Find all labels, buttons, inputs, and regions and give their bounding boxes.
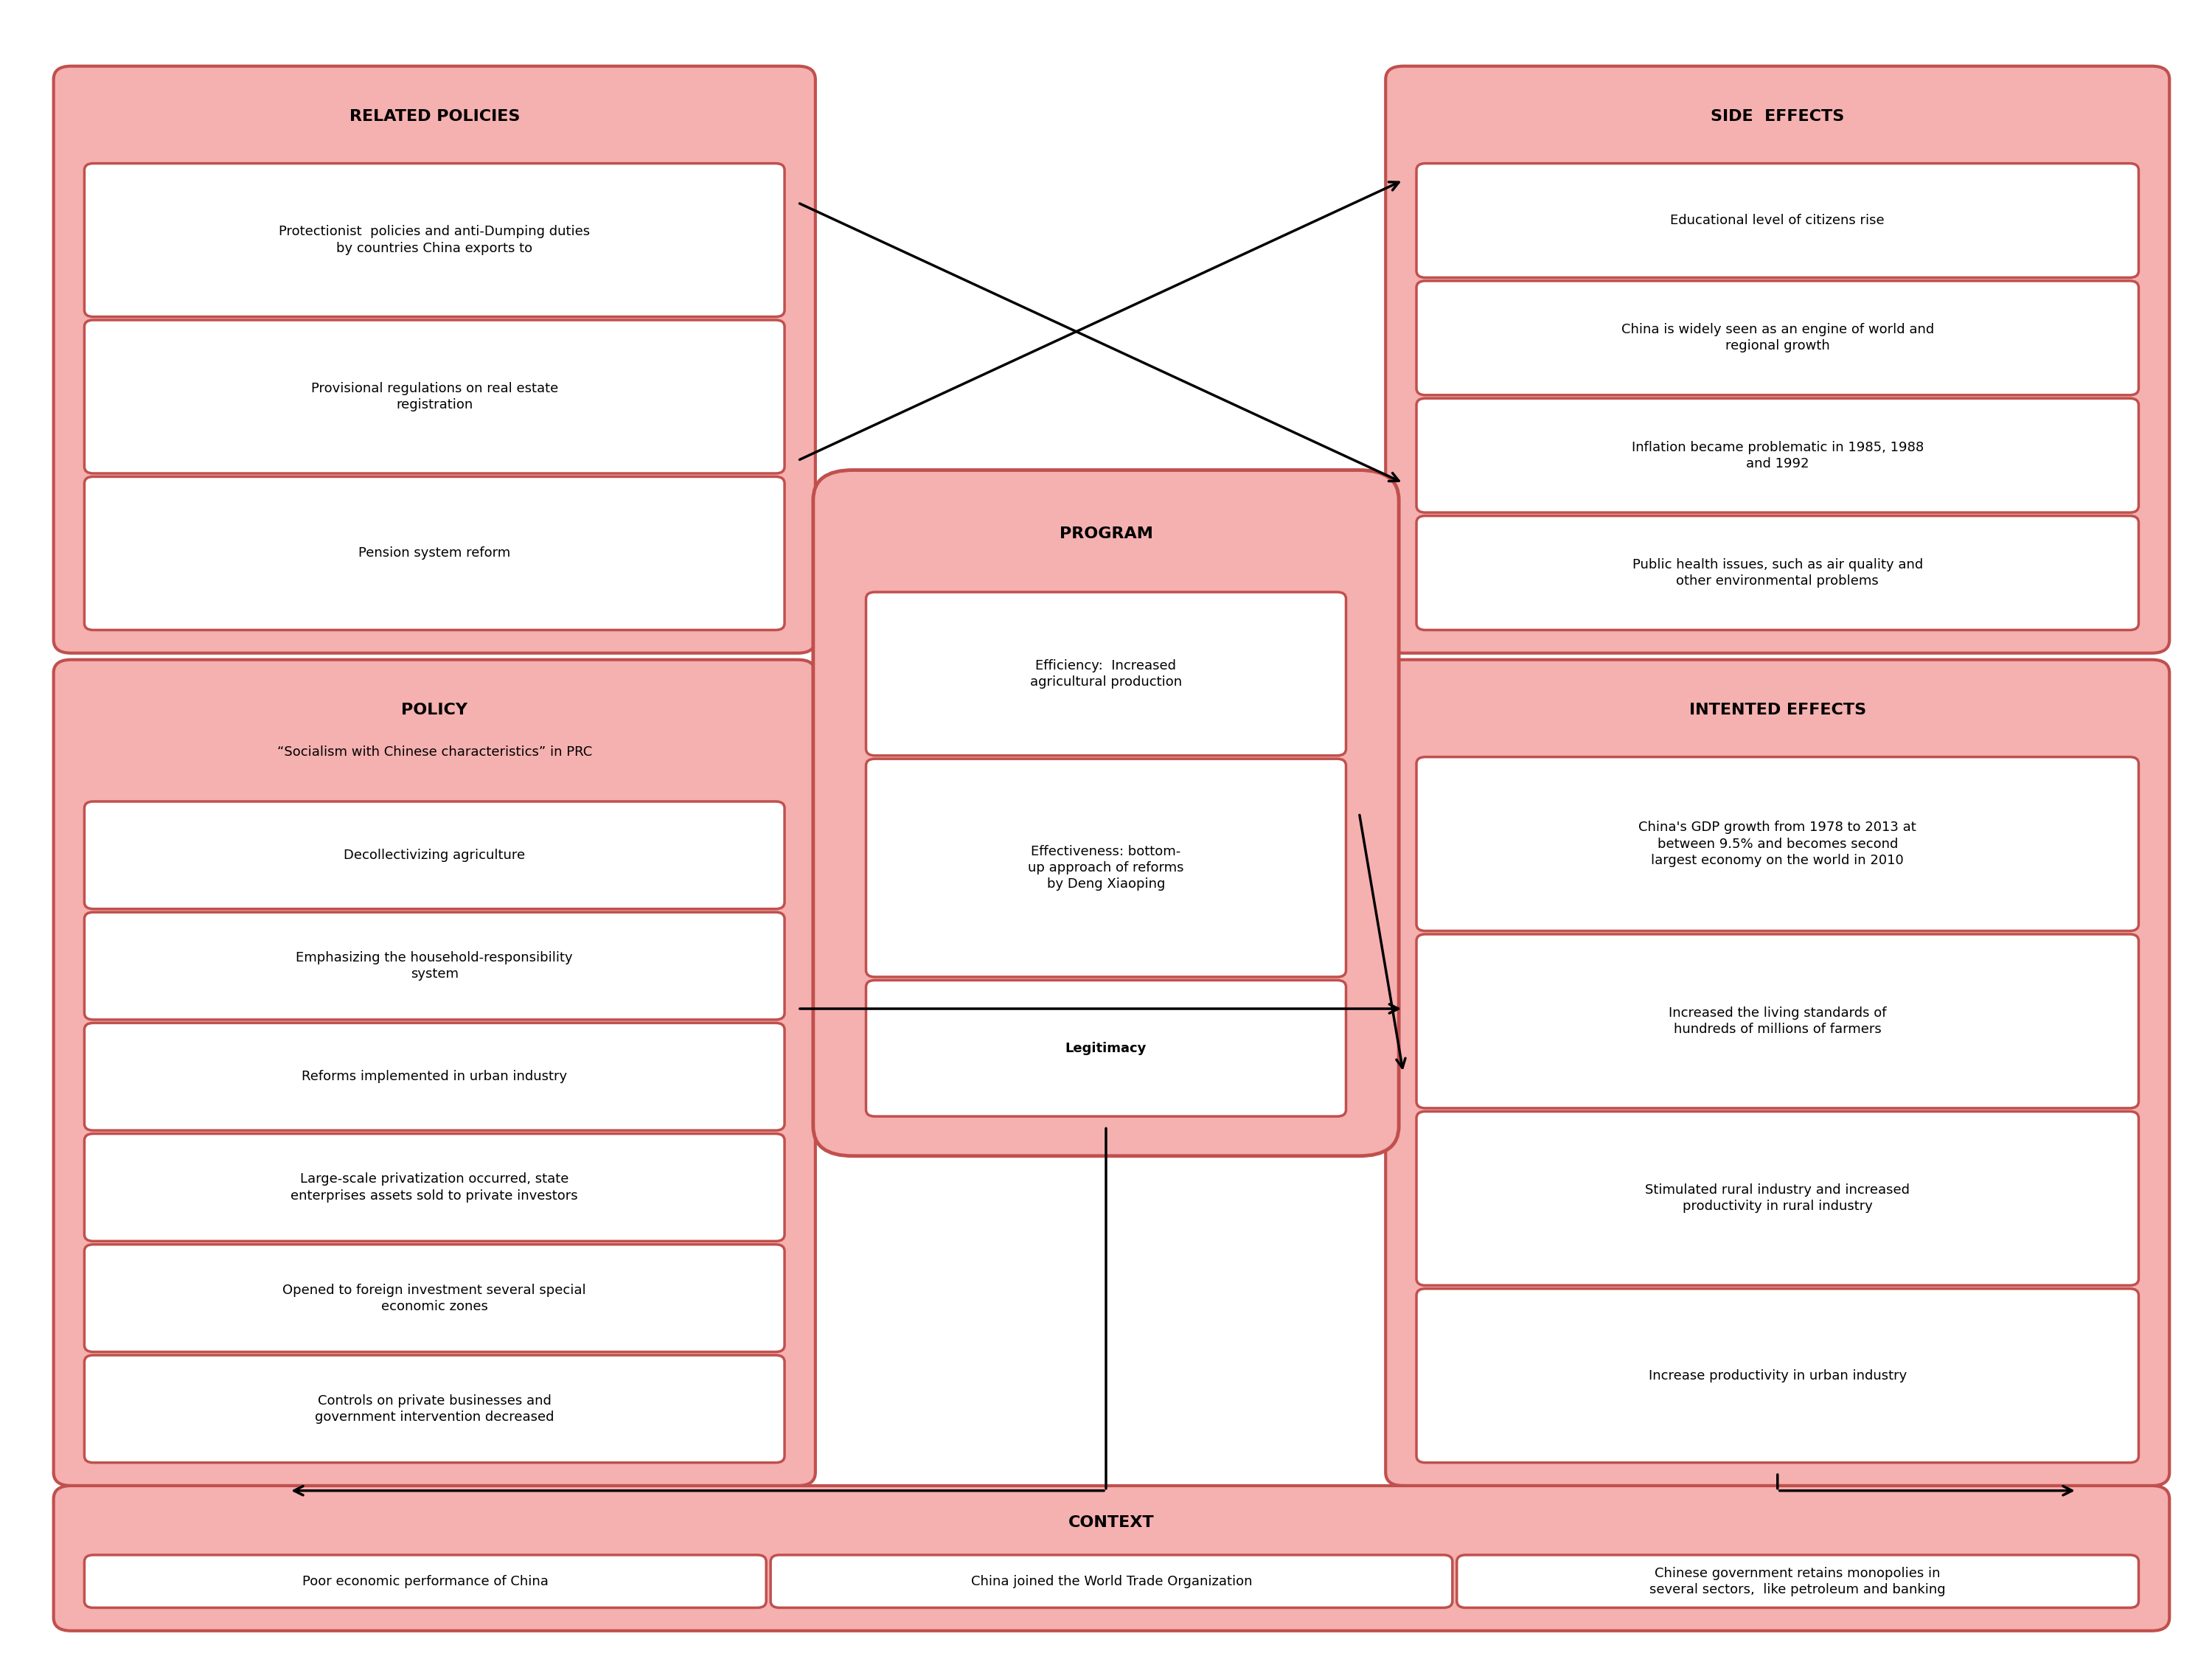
FancyBboxPatch shape [84,1355,785,1463]
FancyBboxPatch shape [1385,660,2170,1486]
Text: Educational level of citizens rise: Educational level of citizens rise [1670,214,1885,227]
Text: Emphasizing the household-responsibility
system: Emphasizing the household-responsibility… [296,951,573,980]
Text: Inflation became problematic in 1985, 1988
and 1992: Inflation became problematic in 1985, 19… [1632,441,1924,469]
Text: China joined the World Trade Organization: China joined the World Trade Organizatio… [971,1574,1252,1588]
FancyBboxPatch shape [53,660,816,1486]
FancyBboxPatch shape [1385,66,2170,654]
Text: INTENTED EFFECTS: INTENTED EFFECTS [1690,702,1867,717]
Text: CONTEXT: CONTEXT [1068,1515,1155,1530]
FancyBboxPatch shape [84,320,785,473]
Text: Decollectivizing agriculture: Decollectivizing agriculture [343,848,524,861]
FancyBboxPatch shape [1458,1554,2139,1608]
FancyBboxPatch shape [1416,398,2139,513]
Text: POLICY: POLICY [400,702,467,717]
Text: Poor economic performance of China: Poor economic performance of China [303,1574,549,1588]
Text: SIDE  EFFECTS: SIDE EFFECTS [1710,109,1845,124]
FancyBboxPatch shape [1416,934,2139,1108]
Text: Pension system reform: Pension system reform [358,547,511,561]
FancyBboxPatch shape [1416,280,2139,395]
Text: Legitimacy: Legitimacy [1066,1042,1146,1055]
Text: Chinese government retains monopolies in
several sectors,  like petroleum and ba: Chinese government retains monopolies in… [1650,1566,1947,1596]
FancyBboxPatch shape [84,801,785,909]
Text: Opened to foreign investment several special
economic zones: Opened to foreign investment several spe… [283,1284,586,1312]
FancyBboxPatch shape [1416,757,2139,931]
FancyBboxPatch shape [84,1554,765,1608]
Text: Increased the living standards of
hundreds of millions of farmers: Increased the living standards of hundre… [1668,1007,1887,1035]
FancyBboxPatch shape [84,163,785,317]
FancyBboxPatch shape [53,66,816,654]
FancyBboxPatch shape [1416,516,2139,630]
Text: China's GDP growth from 1978 to 2013 at
between 9.5% and becomes second
largest : China's GDP growth from 1978 to 2013 at … [1639,821,1916,868]
Text: Public health issues, such as air quality and
other environmental problems: Public health issues, such as air qualit… [1632,557,1922,587]
FancyBboxPatch shape [1416,1112,2139,1286]
Text: Effectiveness: bottom-
up approach of reforms
by Deng Xiaoping: Effectiveness: bottom- up approach of re… [1029,844,1183,891]
FancyBboxPatch shape [1416,163,2139,277]
FancyBboxPatch shape [84,1244,785,1352]
Text: Increase productivity in urban industry: Increase productivity in urban industry [1648,1369,1907,1382]
Text: Controls on private businesses and
government intervention decreased: Controls on private businesses and gover… [314,1394,553,1423]
Text: Stimulated rural industry and increased
productivity in rural industry: Stimulated rural industry and increased … [1646,1183,1909,1213]
FancyBboxPatch shape [1416,1289,2139,1463]
FancyBboxPatch shape [53,1486,2170,1631]
Text: Protectionist  policies and anti-Dumping duties
by countries China exports to: Protectionist policies and anti-Dumping … [279,226,591,255]
FancyBboxPatch shape [84,1133,785,1241]
Text: “Socialism with Chinese characteristics” in PRC: “Socialism with Chinese characteristics”… [276,745,593,758]
Text: Large-scale privatization occurred, state
enterprises assets sold to private inv: Large-scale privatization occurred, stat… [290,1173,577,1203]
FancyBboxPatch shape [770,1554,1453,1608]
FancyBboxPatch shape [84,476,785,630]
FancyBboxPatch shape [867,980,1345,1117]
Text: China is widely seen as an engine of world and
regional growth: China is widely seen as an engine of wor… [1621,324,1933,353]
Text: RELATED POLICIES: RELATED POLICIES [349,109,520,124]
FancyBboxPatch shape [867,758,1345,977]
Text: Efficiency:  Increased
agricultural production: Efficiency: Increased agricultural produ… [1031,659,1181,688]
FancyBboxPatch shape [84,912,785,1020]
Text: Provisional regulations on real estate
registration: Provisional regulations on real estate r… [312,382,557,411]
FancyBboxPatch shape [867,592,1345,755]
FancyBboxPatch shape [84,1024,785,1130]
Text: PROGRAM: PROGRAM [1060,526,1152,541]
FancyBboxPatch shape [814,469,1398,1156]
Text: Reforms implemented in urban industry: Reforms implemented in urban industry [301,1070,566,1083]
